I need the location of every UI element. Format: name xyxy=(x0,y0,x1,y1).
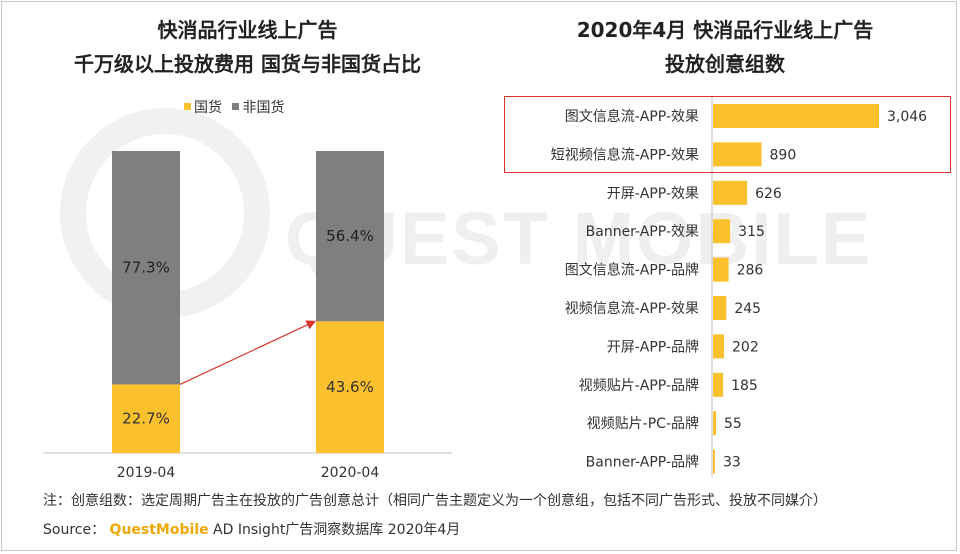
bar-domestic-2019-04 xyxy=(112,384,180,453)
right-chart-title-line1: 2020年4月 快消品行业线上广告 xyxy=(576,18,874,42)
highlight-box xyxy=(504,96,951,173)
hbar-category-开屏-APP-品牌: 开屏-APP-品牌 xyxy=(607,338,699,355)
hbar-视频信息流-APP-效果 xyxy=(713,296,727,320)
right-chart-title-line2: 投放创意组数 xyxy=(665,52,785,76)
hbar-开屏-APP-品牌 xyxy=(713,334,725,359)
hbar-value-开屏-APP-效果: 626 xyxy=(755,186,782,202)
footnote: 注：创意组数：选定周期广告主在投放的广告创意总计（相同广告主题定义为一个创意组，… xyxy=(43,493,827,509)
hbar-value-视频贴片-PC-品牌: 55 xyxy=(724,416,742,432)
source-prefix: Source： xyxy=(43,522,110,538)
hbar-Banner-APP-品牌 xyxy=(713,449,715,474)
legend: 国货 非国货 xyxy=(184,97,290,117)
bar-label-foreign-2019-04: 77.3% xyxy=(122,259,170,277)
bar-domestic-2020-04 xyxy=(316,321,384,453)
hbar-value-短视频信息流-APP-效果: 890 xyxy=(770,147,797,163)
hbar-图文信息流-APP-效果 xyxy=(713,104,879,128)
bar-label-domestic-2019-04: 22.7% xyxy=(122,410,170,428)
hbar-category-视频贴片-PC-品牌: 视频贴片-PC-品牌 xyxy=(587,415,699,432)
hbar-value-视频贴片-APP-品牌: 185 xyxy=(731,378,758,394)
hbar-value-图文信息流-APP-效果: 3,046 xyxy=(887,109,927,125)
source-line: Source： QuestMobile AD Insight广告洞察数据库 20… xyxy=(43,519,460,539)
legend-label-foreign: 非国货 xyxy=(242,100,285,116)
x-tick-label-2020-04: 2020-04 xyxy=(321,465,380,481)
hbar-category-图文信息流-APP-效果: 图文信息流-APP-效果 xyxy=(565,108,699,125)
hbar-视频贴片-APP-品牌 xyxy=(713,372,724,397)
growth-arrow xyxy=(179,320,317,385)
legend-swatch-foreign xyxy=(232,103,240,110)
hbar-category-视频贴片-APP-品牌: 视频贴片-APP-品牌 xyxy=(579,377,699,394)
hbar-value-开屏-APP-品牌: 202 xyxy=(732,339,759,355)
bar-foreign-2019-04 xyxy=(112,151,180,385)
hbar-开屏-APP-效果 xyxy=(713,180,748,205)
hbar-category-短视频信息流-APP-效果: 短视频信息流-APP-效果 xyxy=(551,146,699,163)
hbar-视频贴片-PC-品牌 xyxy=(713,411,716,436)
hbar-value-Banner-APP-品牌: 33 xyxy=(723,455,741,471)
legend-swatch-domestic xyxy=(184,103,191,110)
source-rest: AD Insight广告洞察数据库 2020年4月 xyxy=(208,522,461,538)
hbar-category-Banner-APP-效果: Banner-APP-效果 xyxy=(586,224,699,240)
x-tick-label-2019-04: 2019-04 xyxy=(117,465,176,481)
hbar-value-图文信息流-APP-品牌: 286 xyxy=(737,263,764,279)
bar-foreign-2020-04 xyxy=(316,151,384,322)
hbar-category-视频信息流-APP-效果: 视频信息流-APP-效果 xyxy=(565,300,699,317)
hbar-Banner-APP-效果 xyxy=(713,219,731,244)
legend-item-domestic: 国货 xyxy=(184,100,222,116)
source-brand: QuestMobile xyxy=(109,522,209,538)
bar-label-foreign-2020-04: 56.4% xyxy=(326,227,374,245)
legend-item-foreign: 非国货 xyxy=(232,100,284,116)
legend-label-domestic: 国货 xyxy=(194,100,222,116)
hbar-短视频信息流-APP-效果 xyxy=(713,142,762,167)
hbar-category-开屏-APP-效果: 开屏-APP-效果 xyxy=(607,186,699,202)
bar-label-domestic-2020-04: 43.6% xyxy=(326,378,374,396)
hbar-value-Banner-APP-效果: 315 xyxy=(738,224,765,240)
hbar-category-图文信息流-APP-品牌: 图文信息流-APP-品牌 xyxy=(565,262,699,279)
hbar-category-Banner-APP-品牌: Banner-APP-品牌 xyxy=(586,454,699,471)
left-chart-title-line1: 快消品行业线上广告 xyxy=(157,18,338,42)
left-chart-title-line2: 千万级以上投放费用 国货与非国货占比 xyxy=(74,52,421,76)
hbar-value-视频信息流-APP-效果: 245 xyxy=(734,301,761,317)
hbar-图文信息流-APP-品牌 xyxy=(713,257,729,282)
